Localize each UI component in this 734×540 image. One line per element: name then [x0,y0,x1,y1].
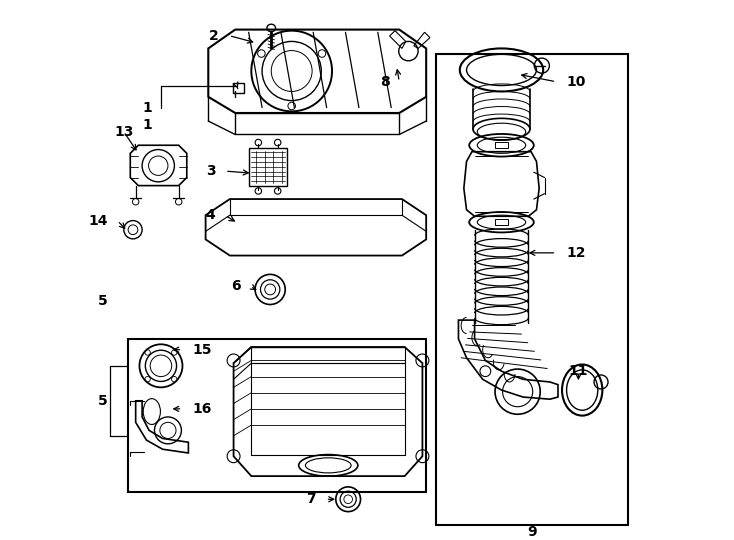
Text: 6: 6 [231,279,241,293]
Text: 9: 9 [527,524,537,538]
Bar [128,339,426,492]
Bar [249,148,288,186]
Text: 5: 5 [98,294,108,308]
Text: 7: 7 [306,492,316,507]
Bar [233,83,244,92]
Text: 1: 1 [142,118,152,132]
Text: 1: 1 [142,100,152,114]
Text: 15: 15 [192,343,211,357]
Bar [436,54,628,524]
Text: 2: 2 [209,29,219,43]
Text: 16: 16 [192,402,211,416]
Text: 8: 8 [380,75,390,89]
Bar [495,219,508,225]
Bar [495,142,508,149]
Text: 4: 4 [206,208,215,222]
Text: 11: 11 [569,364,588,378]
Text: 13: 13 [115,125,134,139]
Text: 10: 10 [566,75,586,89]
Text: 3: 3 [206,164,215,178]
Text: 5: 5 [98,394,108,408]
Text: 14: 14 [88,214,108,227]
Text: 12: 12 [566,246,586,260]
